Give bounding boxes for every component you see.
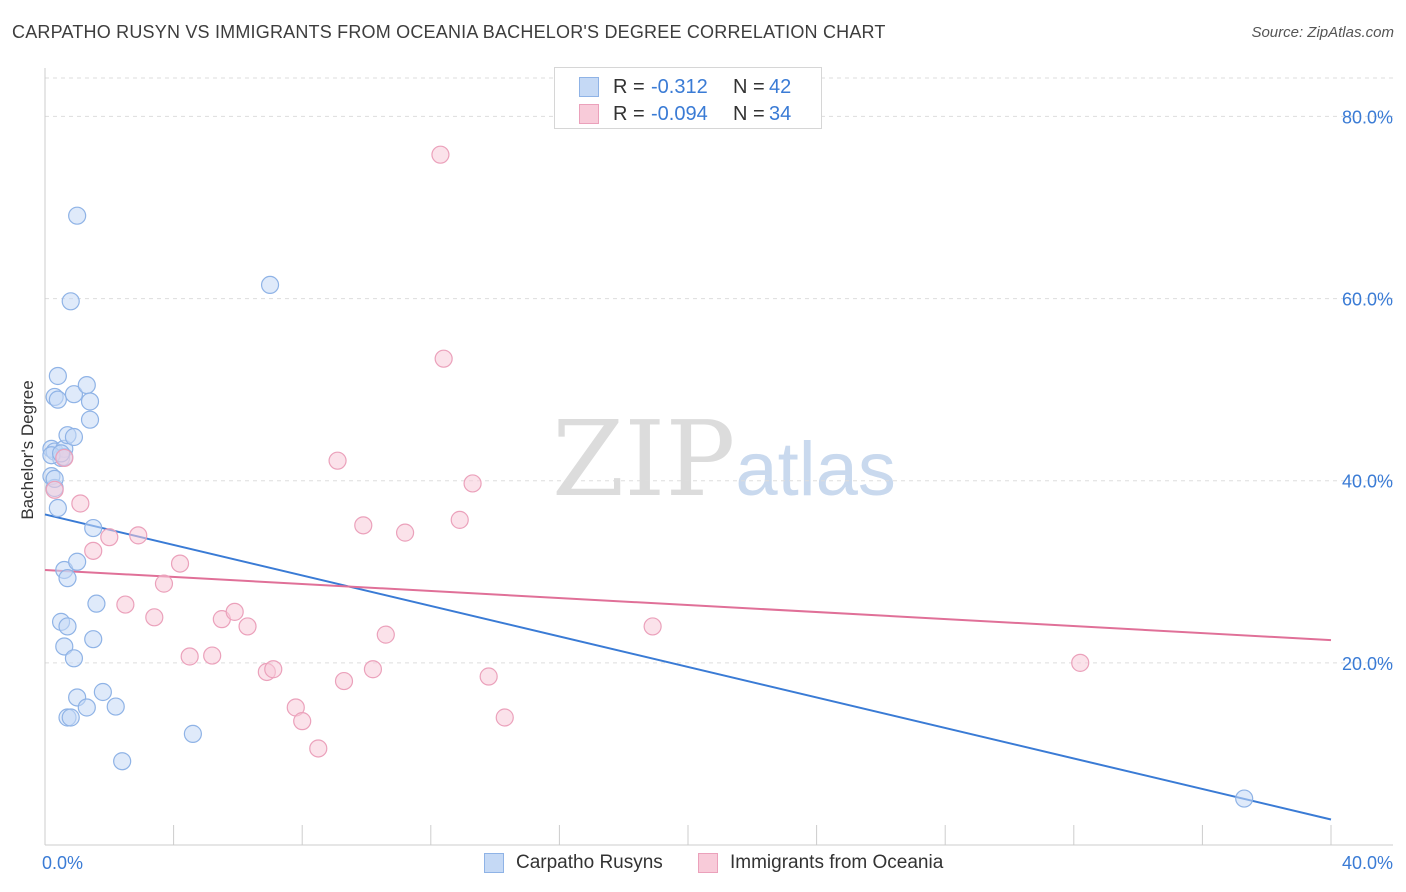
n-label: N =	[733, 102, 765, 125]
stats-row-oceania: R = -0.094 N = 34	[579, 100, 791, 128]
point-immigrants-oceania	[55, 448, 74, 468]
point-immigrants-oceania	[1071, 653, 1090, 672]
point-immigrants-oceania	[84, 541, 103, 560]
point-carpatho-rusyns	[80, 410, 100, 429]
point-carpatho-rusyns	[183, 724, 202, 743]
r-label: R =	[613, 75, 645, 98]
source-label: Source: ZipAtlas.com	[1251, 24, 1394, 41]
point-carpatho-rusyns	[64, 385, 84, 404]
x-tick-label: 40.0%	[1342, 853, 1393, 873]
data-points	[42, 145, 1254, 808]
grid-lines	[45, 77, 1393, 664]
y-tick-label: 20.0%	[1342, 654, 1393, 674]
point-immigrants-oceania	[334, 671, 354, 691]
point-immigrants-oceania	[463, 474, 482, 493]
point-carpatho-rusyns	[106, 697, 125, 716]
point-carpatho-rusyns	[48, 390, 67, 409]
legend-swatch-blue	[484, 853, 504, 873]
point-immigrants-oceania	[293, 712, 312, 731]
legend-swatch-pink	[698, 853, 718, 873]
point-carpatho-rusyns	[77, 375, 96, 395]
legend-item-oceania: Immigrants from Oceania	[698, 852, 943, 874]
stats-row-carpatho: R = -0.312 N = 42	[579, 73, 791, 101]
point-immigrants-oceania	[479, 667, 498, 686]
point-immigrants-oceania	[238, 617, 257, 636]
point-immigrants-oceania	[129, 526, 148, 545]
point-immigrants-oceania	[363, 660, 383, 679]
point-carpatho-rusyns	[68, 206, 87, 225]
legend-label: Immigrants from Oceania	[730, 852, 944, 873]
point-carpatho-rusyns	[48, 498, 67, 518]
point-immigrants-oceania	[354, 516, 373, 535]
point-carpatho-rusyns	[260, 275, 280, 295]
trendline-immigrants-oceania	[44, 568, 1332, 642]
legend-item-carpatho: Carpatho Rusyns	[484, 852, 663, 874]
trend-lines	[44, 513, 1332, 821]
point-immigrants-oceania	[71, 494, 90, 513]
point-carpatho-rusyns	[64, 427, 84, 447]
point-immigrants-oceania	[328, 451, 347, 470]
point-immigrants-oceania	[395, 523, 415, 542]
watermark-atlas: atlas	[735, 427, 896, 512]
series-legend: Carpatho Rusyns Immigrants from Oceania	[0, 852, 1406, 878]
point-carpatho-rusyns	[84, 630, 103, 649]
point-immigrants-oceania	[203, 646, 222, 665]
point-immigrants-oceania	[45, 480, 64, 499]
r-value: -0.312	[651, 75, 708, 98]
x-tick-label: 0.0%	[42, 853, 83, 873]
point-immigrants-oceania	[431, 145, 450, 164]
watermark: ZIPatlas	[552, 398, 896, 520]
point-carpatho-rusyns	[61, 708, 80, 727]
point-carpatho-rusyns	[84, 518, 103, 538]
point-immigrants-oceania	[309, 739, 328, 758]
point-carpatho-rusyns	[64, 649, 84, 668]
swatch-pink	[579, 104, 599, 124]
y-axis-label: Bachelor's Degree	[18, 380, 37, 519]
point-carpatho-rusyns	[1235, 789, 1254, 808]
swatch-blue	[579, 77, 599, 97]
point-immigrants-oceania	[643, 617, 662, 636]
point-immigrants-oceania	[495, 708, 514, 727]
point-carpatho-rusyns	[87, 594, 106, 613]
stats-legend: R = -0.312 N = 42 R = -0.094 N = 34	[554, 67, 822, 129]
point-immigrants-oceania	[264, 660, 283, 679]
point-immigrants-oceania	[376, 625, 395, 644]
point-carpatho-rusyns	[55, 637, 74, 656]
point-carpatho-rusyns	[113, 752, 132, 771]
n-value: 42	[769, 75, 792, 98]
point-immigrants-oceania	[116, 595, 135, 614]
point-carpatho-rusyns	[93, 682, 112, 702]
point-carpatho-rusyns	[61, 292, 80, 311]
axes	[44, 68, 1393, 846]
point-immigrants-oceania	[170, 554, 190, 573]
trendline-carpatho-rusyns	[44, 513, 1332, 821]
point-carpatho-rusyns	[68, 552, 87, 571]
point-carpatho-rusyns	[80, 392, 100, 411]
point-immigrants-oceania	[434, 349, 453, 368]
y-tick-label: 60.0%	[1342, 290, 1393, 310]
n-label: N =	[733, 75, 765, 98]
legend-label: Carpatho Rusyns	[516, 852, 663, 873]
chart-title: CARPATHO RUSYN VS IMMIGRANTS FROM OCEANI…	[12, 22, 886, 42]
watermark-zip: ZIP	[552, 398, 736, 520]
point-immigrants-oceania	[145, 608, 164, 627]
n-value: 34	[769, 102, 792, 125]
point-immigrants-oceania	[100, 528, 119, 547]
r-value: -0.094	[651, 102, 708, 125]
point-carpatho-rusyns	[77, 698, 96, 717]
point-immigrants-oceania	[154, 574, 174, 593]
y-tick-label: 40.0%	[1342, 472, 1393, 492]
point-carpatho-rusyns	[58, 569, 77, 588]
y-tick-label: 80.0%	[1342, 107, 1393, 127]
point-immigrants-oceania	[225, 602, 244, 621]
x-tick-labels: 0.0% 40.0%	[42, 853, 1393, 873]
point-immigrants-oceania	[180, 647, 199, 666]
point-immigrants-oceania	[450, 510, 469, 529]
y-tick-labels: 20.0% 40.0% 60.0% 80.0%	[1342, 107, 1393, 673]
r-label: R =	[613, 102, 645, 125]
point-carpatho-rusyns	[48, 366, 67, 386]
point-carpatho-rusyns	[58, 617, 77, 636]
